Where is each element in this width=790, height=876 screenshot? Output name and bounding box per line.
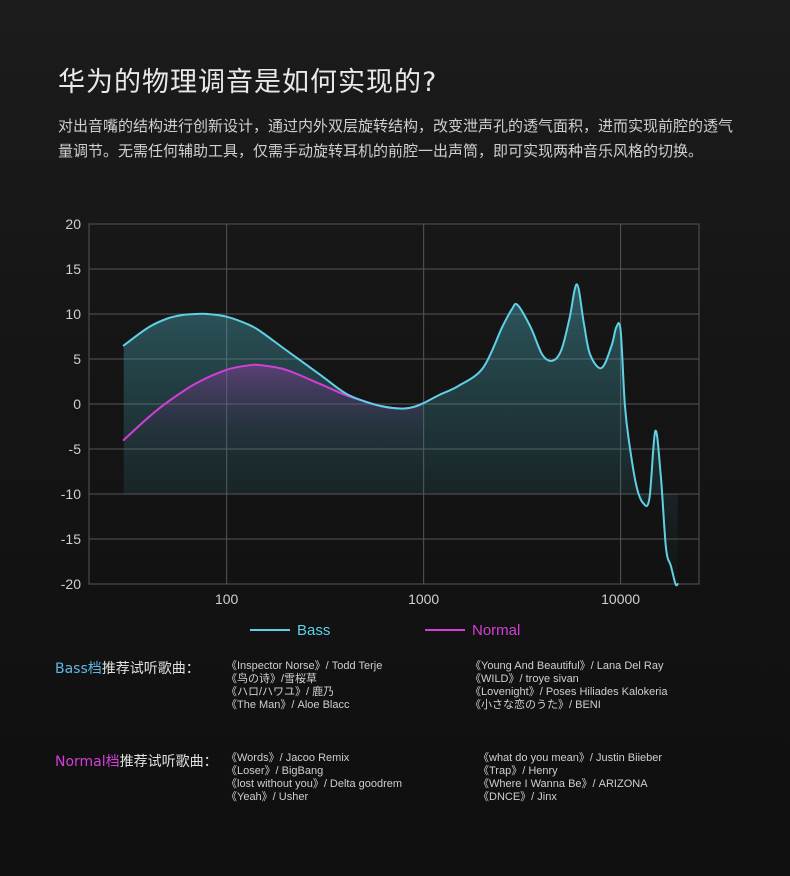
bass-song: 《Lovenight》/ Poses Hiliades Kalokeria <box>470 686 668 698</box>
chart-legend: Bass Normal <box>250 622 520 639</box>
x-axis-ticks: 100 1000 10000 <box>215 591 640 607</box>
y-tick-label: 20 <box>65 216 81 232</box>
normal-song: 《Yeah》/ Usher <box>226 791 309 803</box>
y-tick-label: 10 <box>65 306 81 322</box>
y-tick-label: -10 <box>61 486 81 502</box>
page-title: 华为的物理调音是如何实现的? <box>58 67 438 98</box>
bass-recommend-label: Bass档推荐试听歌曲： <box>55 658 200 678</box>
bass-legend-label: Bass <box>297 622 330 639</box>
normal-song: 《what do you mean》/ Justin Biieber <box>478 752 663 764</box>
frequency-response-chart: 20 15 10 5 0 -5 -10 -15 -20 100 1000 10000 Bass Nor… <box>61 216 700 639</box>
bass-song: 《鸟の诗》/雪桜草 <box>226 673 318 685</box>
x-tick-label: 10000 <box>601 591 640 607</box>
y-tick-label: 0 <box>73 396 81 412</box>
normal-mode-name: Normal档 <box>55 754 120 770</box>
normal-song: 《Loser》/ BigBang <box>226 765 324 777</box>
bass-song: 《The Man》/ Aloe Blacc <box>226 699 350 711</box>
chart-lines <box>122 283 679 587</box>
normal-legend-label: Normal <box>472 622 520 639</box>
bass-song: 《Young And Beautiful》/ Lana Del Ray <box>470 660 664 672</box>
y-tick-label: 15 <box>65 261 81 277</box>
normal-song: 《Words》/ Jacoo Remix <box>226 752 350 764</box>
normal-song: 《Where I Wanna Be》/ ARIZONA <box>478 778 648 790</box>
x-tick-label: 100 <box>215 591 239 607</box>
normal-recommend-label: Normal档推荐试听歌曲： <box>55 751 218 771</box>
y-tick-label: -15 <box>61 531 81 547</box>
bass-recommend-suffix: 推荐试听歌曲： <box>101 661 200 677</box>
bass-song: 《ハロ/ハワユ》/ 鹿乃 <box>226 686 335 698</box>
bass-line <box>122 283 679 587</box>
normal-area-fill <box>123 364 424 458</box>
bass-song: 《WILD》/ troye sivan <box>470 673 579 685</box>
chart-area-fills <box>123 284 678 586</box>
y-tick-label: -5 <box>69 441 82 457</box>
bass-song: 《小さな恋のうた》/ BENI <box>470 699 601 711</box>
y-tick-label: 5 <box>73 351 81 367</box>
y-axis-ticks: 20 15 10 5 0 -5 -10 -15 -20 <box>61 216 81 592</box>
x-tick-label: 1000 <box>408 591 439 607</box>
y-tick-label: -20 <box>61 576 81 592</box>
bass-mode-name: Bass档 <box>55 661 102 677</box>
page-description: 对出音嘴的结构进行创新设计，通过内外双层旋转结构，改变泄声孔的透气面积，进而实现… <box>58 117 734 160</box>
normal-recommend-suffix: 推荐试听歌曲： <box>119 754 218 770</box>
normal-song: 《DNCE》/ Jinx <box>478 791 557 803</box>
normal-song: 《Trap》/ Henry <box>478 765 558 777</box>
normal-song: 《lost without you》/ Delta goodrem <box>226 778 403 790</box>
bass-song: 《Inspector Norse》/ Todd Terje <box>226 660 383 672</box>
